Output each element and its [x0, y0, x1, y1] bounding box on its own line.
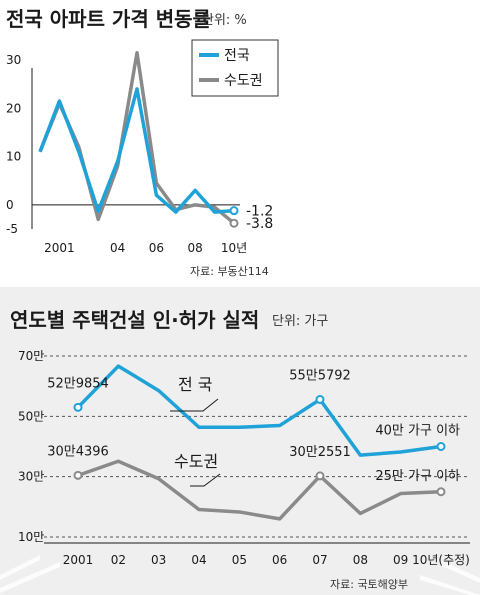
chart1-x-tick-label: 2001 [44, 241, 75, 255]
chart2-x-tick-label: 02 [111, 553, 126, 567]
chart2-y-tick-label: 10만 [18, 530, 44, 544]
chart2-x-tick-label: 05 [232, 553, 247, 567]
chart2-x-tick-label: 04 [191, 553, 206, 567]
chart2-x-axis: 2001 02 03 04 05 06 07 08 09 10년(추정) [44, 542, 470, 567]
chart2-x-tick-label: 06 [272, 553, 287, 567]
chart1-legend: 전국 수도권 [191, 39, 279, 97]
chart2-line-national [76, 364, 442, 457]
chart2-series [73, 364, 446, 521]
chart1-x-axis: 2001 04 06 08 10년 [44, 241, 247, 255]
chart2-leader-capital [190, 473, 221, 487]
chart2-unit: 단위: 가구 [272, 314, 328, 329]
chart2-point-marker [436, 442, 446, 451]
price-change-chart: 전국 아파트 가격 변동률 단위: % 30 20 10 0 -5 2001 04 06 08… [6, 7, 279, 278]
chart2-y-tick-label: 70만 [18, 349, 44, 363]
chart2-annotation: 30만2551 [289, 445, 351, 460]
chart1-y-tick-label: -5 [6, 222, 18, 236]
chart2-point-marker [73, 470, 83, 480]
chart1-end-marker [229, 206, 239, 216]
chart2-x-tick-label: 07 [312, 553, 327, 567]
chart2-gridlines [44, 355, 470, 538]
chart2-annotation: 30만4396 [47, 444, 109, 459]
chart1-x-tick-label: 06 [149, 241, 164, 255]
chart1-y-tick-label: 30 [6, 53, 21, 67]
chart2-point-marker [73, 402, 83, 412]
chart2-series-labels: 전 국 수도권 [170, 375, 221, 487]
chart1-unit: 단위: % [202, 13, 247, 28]
chart2-annotation: 55만5792 [289, 369, 351, 384]
chart1-y-tick-label: 0 [6, 198, 14, 212]
chart2-panel-background [0, 287, 480, 595]
chart1-y-axis: 30 20 10 0 -5 [6, 53, 33, 236]
legend-capital-label: 수도권 [224, 73, 263, 89]
chart2-x-tick-label: 08 [353, 553, 368, 567]
chart1-title: 전국 아파트 가격 변동률 [6, 7, 211, 31]
chart1-line-national [38, 87, 235, 214]
chart1-x-tick-label: 10년 [221, 241, 247, 255]
chart2-title: 연도별 주택건설 인·허가 실적 [10, 308, 259, 332]
chart1-y-tick-label: 20 [6, 101, 21, 115]
chart2-annotations: 52만9854 55만5792 40만 가구 이하 30만4396 30만2551 25만… [47, 369, 460, 484]
chart1-y-tick-label: 10 [6, 150, 21, 164]
chart2-x-tick-label: 2001 [63, 553, 94, 567]
chart2-line-capital [77, 459, 442, 521]
chart2-x-tick-label: 10년(추정) [412, 553, 470, 567]
chart2-point-marker [436, 487, 446, 497]
chart2-point-marker [315, 471, 325, 481]
chart1-x-tick-label: 04 [110, 241, 125, 255]
chart2-point-marker [315, 395, 325, 405]
chart1-source: 자료: 부동산114 [190, 265, 269, 278]
chart2-y-tick-label: 30만 [18, 470, 44, 484]
chart2-x-tick-label: 09 [393, 553, 408, 567]
chart1-end-label: -3.8 [246, 216, 273, 232]
chart2-annotation: 52만9854 [47, 376, 109, 391]
housing-permit-chart: 연도별 주택건설 인·허가 실적 단위: 가구 70만 50만 30만 10만 200… [10, 308, 470, 591]
chart2-x-tick-label: 03 [151, 553, 166, 567]
chart1-end-marker [229, 218, 239, 228]
chart2-leader-national [170, 398, 219, 412]
panel-decoration [0, 555, 480, 595]
chart2-annotation: 25만 가구 이하 [375, 469, 460, 484]
chart1-end-labels: -3.8-1.2 [246, 204, 273, 233]
chart2-label-capital: 수도권 [174, 452, 218, 471]
chart1-x-tick-label: 08 [188, 241, 203, 255]
chart2-annotation: 40만 가구 이하 [375, 424, 460, 439]
legend-box [191, 39, 279, 97]
legend-national-label: 전국 [224, 48, 250, 64]
chart2-source: 자료: 국토해양부 [330, 577, 408, 591]
chart2-y-tick-label: 50만 [18, 409, 44, 423]
chart2-label-national: 전 국 [178, 375, 213, 394]
chart1-series [38, 51, 239, 228]
chart1-end-label: -1.2 [246, 204, 273, 220]
chart2-y-axis: 70만 50만 30만 10만 [18, 349, 44, 544]
